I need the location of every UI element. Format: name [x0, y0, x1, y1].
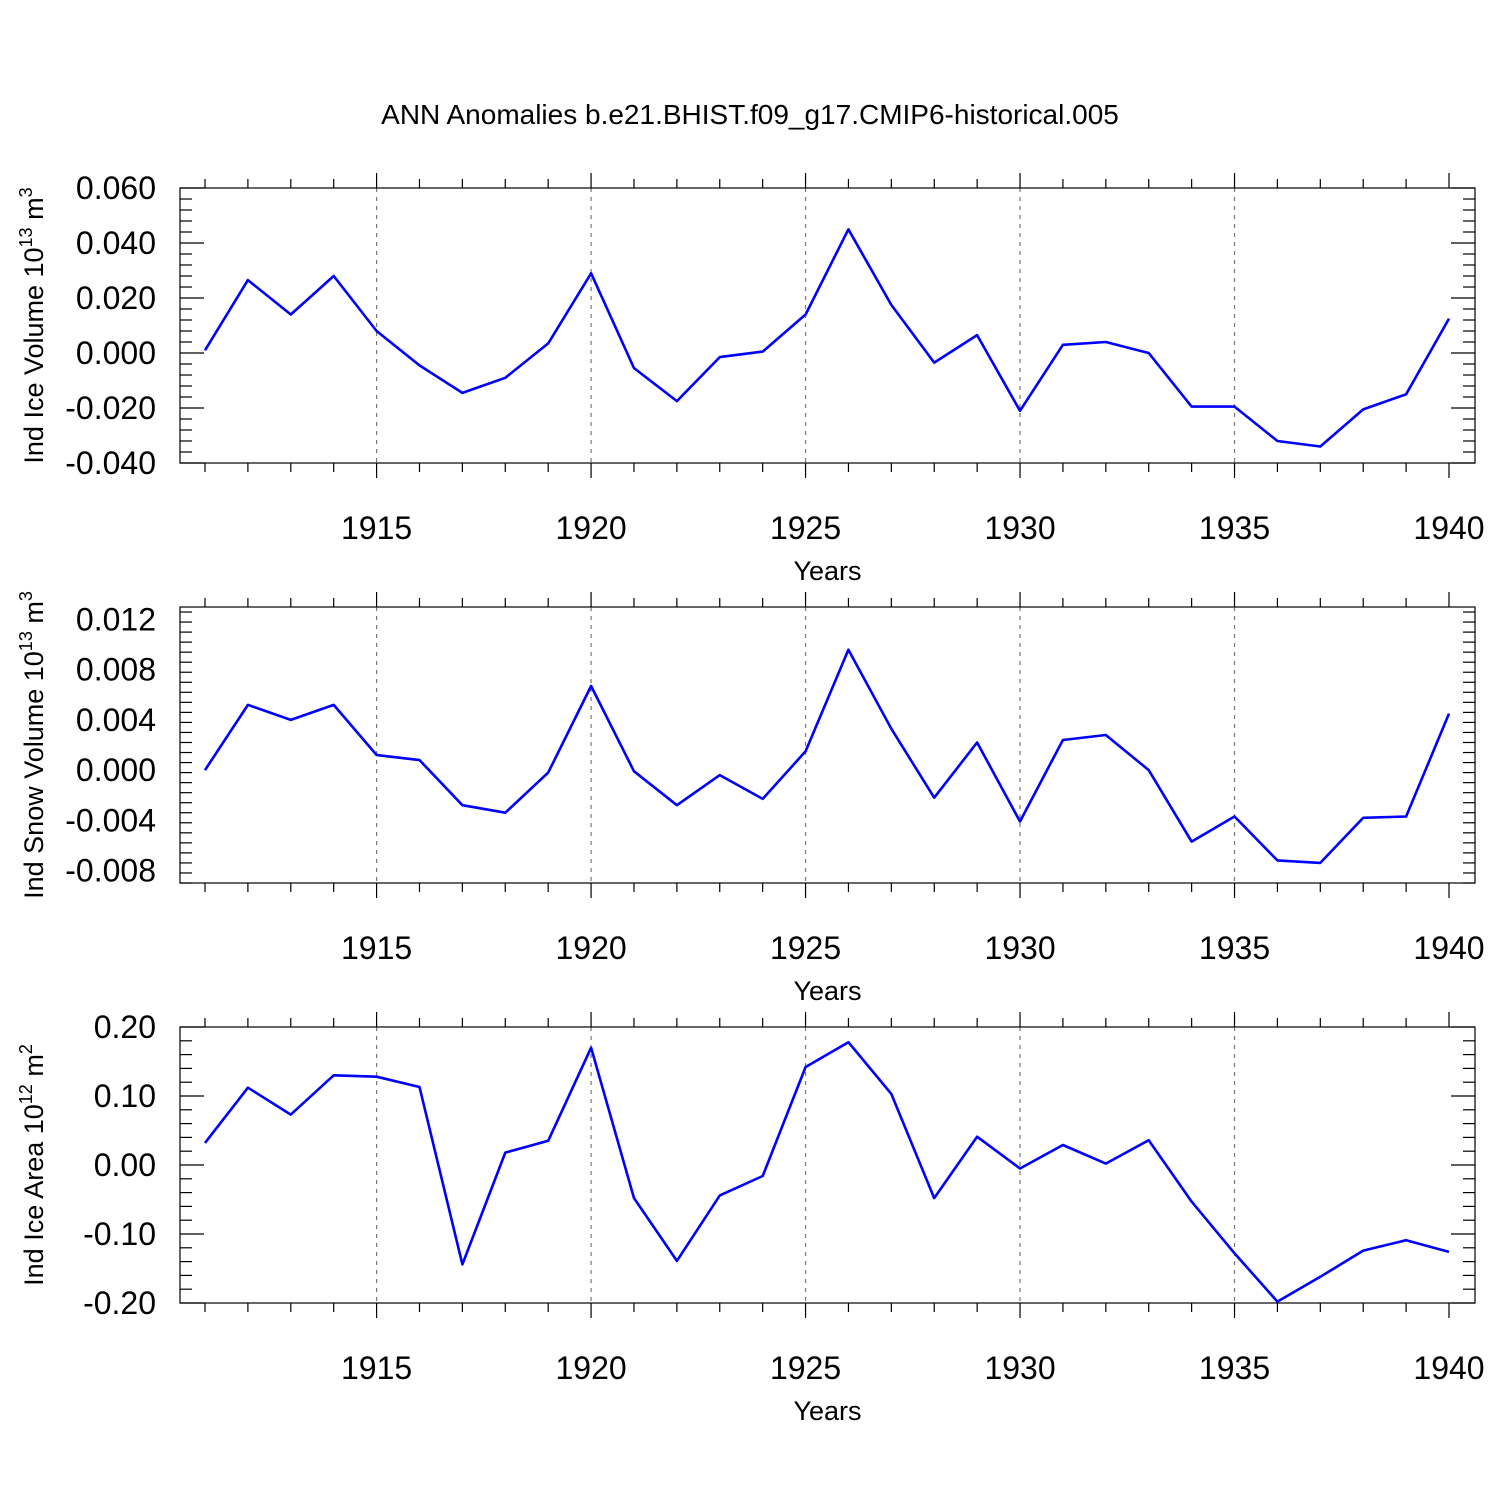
y-tick-label: -0.040: [65, 445, 156, 481]
series-line: [203, 1040, 1450, 1303]
y-tick-label: 0.020: [76, 280, 156, 316]
plot-frame: [179, 1026, 1476, 1304]
y-tick-label: -0.20: [83, 1285, 156, 1321]
y-tick-label: 0.008: [76, 652, 156, 688]
panel-2: -0.008 -0.004 0.000 0.004 0.008 0.012 1915 1920…: [16, 591, 1485, 1006]
plot-frame: [179, 606, 1476, 884]
y-tick-label: 0.060: [76, 170, 156, 206]
x-axis-title: Years: [793, 1396, 861, 1426]
y-axis-title: Ind Ice Area 1012 m2: [16, 1044, 49, 1286]
x-tick-label: 1925: [770, 1350, 841, 1386]
y-tick-label: -0.008: [65, 852, 156, 888]
panel-1: -0.040 -0.020 0.000 0.020 0.040 0.060 1915 1920…: [16, 170, 1485, 586]
y-tick-label: 0.004: [76, 702, 156, 738]
x-axis-title: Years: [793, 976, 861, 1006]
x-tick-label: 1920: [555, 510, 626, 546]
chart-title: ANN Anomalies b.e21.BHIST.f09_g17.CMIP6-…: [381, 99, 1119, 130]
y-axis-title: Ind Ice Volume 1013 m3: [16, 187, 49, 463]
x-axis-title: Years: [793, 556, 861, 586]
y-tick-label: 0.000: [76, 335, 156, 371]
series-line: [203, 228, 1451, 448]
y-axis-title: Ind Snow Volume 1013 m3: [16, 591, 49, 899]
y-tick-label: -0.004: [65, 802, 156, 838]
y-tick-label: -0.10: [83, 1216, 156, 1252]
x-tick-label: 1920: [555, 1350, 626, 1386]
x-tick-label: 1930: [984, 1350, 1055, 1386]
x-tick-label: 1925: [770, 510, 841, 546]
x-tick-label: 1940: [1413, 1350, 1484, 1386]
y-tick-label: 0.040: [76, 225, 156, 261]
y-tick-label: 0.20: [94, 1009, 156, 1045]
y-tick-label: 0.012: [76, 602, 156, 638]
x-tick-label: 1940: [1413, 510, 1484, 546]
y-tick-label: 0.00: [94, 1147, 156, 1183]
x-tick-label: 1930: [984, 510, 1055, 546]
x-tick-label: 1915: [341, 1350, 412, 1386]
y-tick-label: 0.10: [94, 1078, 156, 1114]
x-tick-label: 1935: [1199, 1350, 1270, 1386]
x-tick-label: 1930: [984, 930, 1055, 966]
plot-frame: [179, 187, 1476, 464]
x-tick-label: 1915: [341, 930, 412, 966]
x-tick-label: 1935: [1199, 510, 1270, 546]
x-tick-label: 1935: [1199, 930, 1270, 966]
panel-3: -0.20 -0.10 0.00 0.10 0.20 1915 1920 1925 1930 19…: [16, 1009, 1485, 1426]
series-line: [203, 648, 1451, 865]
x-tick-label: 1940: [1413, 930, 1484, 966]
x-tick-label: 1925: [770, 930, 841, 966]
x-tick-label: 1915: [341, 510, 412, 546]
x-tick-label: 1920: [555, 930, 626, 966]
y-tick-label: 0.000: [76, 752, 156, 788]
y-tick-label: -0.020: [65, 390, 156, 426]
